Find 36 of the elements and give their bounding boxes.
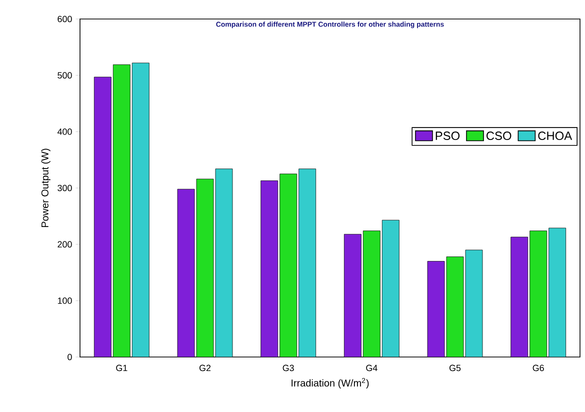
bar [280,174,298,357]
y-tick-label: 500 [58,72,72,79]
bar [113,64,130,357]
x-tick-label: G3 [282,364,294,372]
bar [177,188,195,357]
legend-label: PSO [436,132,460,140]
bar [465,250,483,357]
legend-label: CSO [486,132,512,140]
bar [298,168,316,357]
y-axis-title: Power Output (W) [41,148,50,228]
x-tick-label: G5 [449,364,461,372]
y-tick-label: 400 [57,128,72,135]
bar [427,261,445,357]
x-axis-title: Irradiation (W/m$^{2}$) [292,378,369,389]
bar [196,178,214,357]
bar [260,180,278,357]
bar [362,230,380,357]
y-tick-label: 0 [68,354,72,360]
x-tick-label: G2 [199,364,211,372]
legend-label: CHOA [538,132,572,140]
y-tick-label: 100 [58,297,72,304]
bar [344,234,362,357]
y-tick-label: 200 [58,241,72,248]
bar [548,228,566,357]
bar [132,62,150,357]
bar [215,168,233,357]
bar [530,230,548,357]
x-tick-label: G6 [532,364,544,372]
y-tick-label: 600 [58,16,72,22]
bar [382,220,400,357]
bar [510,236,528,357]
bar [94,77,112,357]
bar [446,256,464,357]
x-tick-label: G4 [366,364,378,372]
y-tick-label: 300 [58,184,72,192]
x-tick-label: G1 [116,364,128,372]
